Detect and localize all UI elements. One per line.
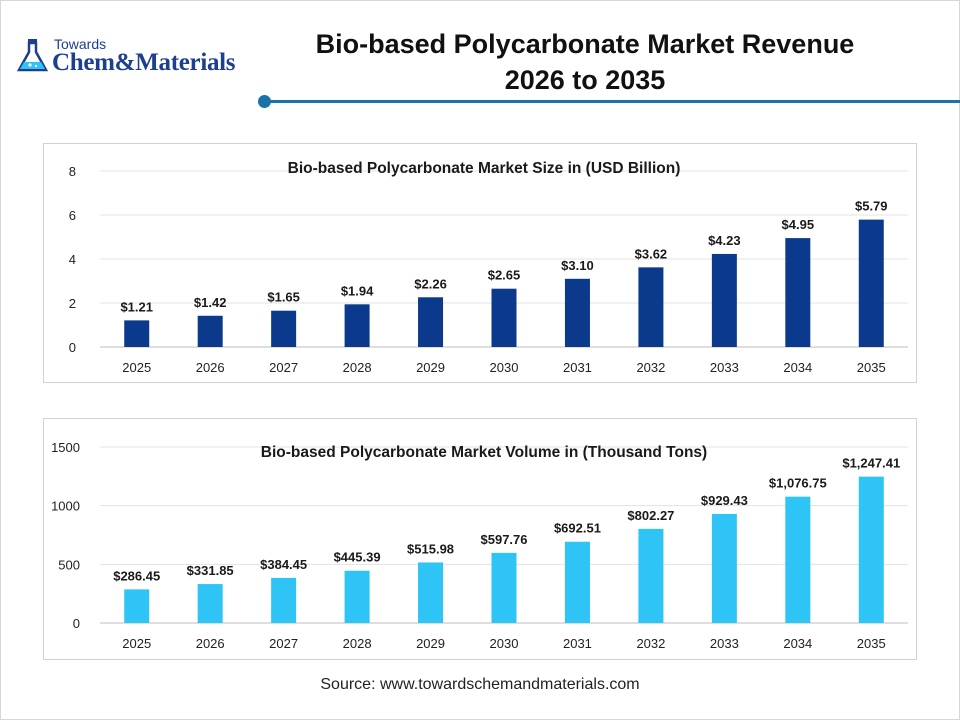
market-size-chart: 0 2 4 6 8 Bio-based Polycarbonate Market Size… [69,160,908,375]
x-tick-label: 2028 [343,636,372,651]
x-tick-label: 2035 [857,360,886,375]
bar [638,267,664,347]
bar [344,570,370,623]
data-label: $515.98 [407,541,454,556]
bar [785,496,811,623]
data-label: $4.23 [708,233,741,248]
data-label: $1,247.41 [842,456,900,471]
bar [418,297,444,347]
data-label: $2.26 [414,276,447,291]
bar [858,219,884,347]
x-tick-label: 2025 [122,360,151,375]
x-tick-label: 2031 [563,636,592,651]
data-label: $2.65 [488,268,521,283]
bar [271,577,297,623]
x-tick-label: 2029 [416,636,445,651]
x-tick-label: 2035 [857,636,886,651]
y-tick-label: 4 [69,252,76,267]
logo-towards: Towards [54,36,107,52]
data-label: $286.45 [113,568,160,583]
y-tick-label: 6 [69,208,76,223]
x-tick-label: 2034 [783,636,812,651]
bar [785,238,811,347]
data-label: $1.42 [194,295,227,310]
data-label: $3.10 [561,258,594,273]
x-tick-label: 2027 [269,360,298,375]
logo: Towards Chem&Materials [16,34,266,78]
data-label: $1.94 [341,283,374,298]
x-tick-label: 2030 [490,636,519,651]
bar [564,278,590,347]
data-label: $5.79 [855,199,888,214]
data-label: $929.43 [701,493,748,508]
x-tick-label: 2026 [196,636,225,651]
market-volume-chart: 0 500 1000 1500 Bio-based Polycarbonate Mark… [51,440,908,651]
chart-panel-size: 0 2 4 6 8 Bio-based Polycarbonate Market Size… [43,143,917,383]
data-label: $1.65 [267,290,300,305]
bar [858,476,884,623]
chart-title: Bio-based Polycarbonate Market Size in (… [288,160,681,177]
x-tick-label: 2030 [490,360,519,375]
chart-panel-volume: 0 500 1000 1500 Bio-based Polycarbonate Mark… [43,418,917,660]
bar [197,584,223,623]
title-line-1: Bio-based Polycarbonate Market Revenue [315,29,855,59]
bar [271,310,297,347]
logo-brand: Chem&Materials [52,49,236,76]
x-tick-label: 2026 [196,360,225,375]
data-label: $3.62 [635,246,668,261]
x-tick-label: 2031 [563,360,592,375]
data-label: $384.45 [260,557,307,572]
x-tick-label: 2028 [343,360,372,375]
x-tick-label: 2027 [269,636,298,651]
y-tick-label: 0 [73,616,80,631]
title-line-2: 2026 to 2035 [504,65,666,95]
bar [124,320,150,347]
data-label: $802.27 [627,508,674,523]
x-tick-label: 2025 [122,636,151,651]
x-tick-label: 2032 [636,360,665,375]
data-label: $597.76 [481,532,528,547]
data-label: $692.51 [554,521,601,536]
x-tick-label: 2033 [710,360,739,375]
source-note: Source: www.towardschemandmaterials.com [320,676,640,693]
y-tick-label: 8 [69,164,76,179]
data-label: $4.95 [782,217,815,232]
bar [638,528,664,623]
data-label: $445.39 [334,550,381,565]
flask-icon [16,39,49,72]
bar [491,552,517,623]
bar [418,562,444,623]
y-tick-label: 2 [69,296,76,311]
y-tick-label: 1500 [51,440,80,455]
data-label: $1,076.75 [769,476,827,491]
data-label: $1.21 [120,299,153,314]
bar [124,589,150,623]
bar [711,513,737,623]
bar [711,253,737,347]
x-tick-label: 2029 [416,360,445,375]
y-tick-label: 0 [69,340,76,355]
y-tick-label: 1000 [51,499,80,514]
y-tick-label: 500 [58,557,80,572]
bar [564,541,590,623]
page-title: Bio-based Polycarbonate Market Revenue 2… [270,26,900,98]
x-tick-label: 2034 [783,360,812,375]
x-tick-label: 2032 [636,636,665,651]
chart-title: Bio-based Polycarbonate Market Volume in… [261,444,707,461]
bar [344,304,370,347]
bar [197,315,223,347]
title-rule [264,100,960,103]
x-tick-label: 2033 [710,636,739,651]
data-label: $331.85 [187,563,234,578]
bar [491,288,517,347]
